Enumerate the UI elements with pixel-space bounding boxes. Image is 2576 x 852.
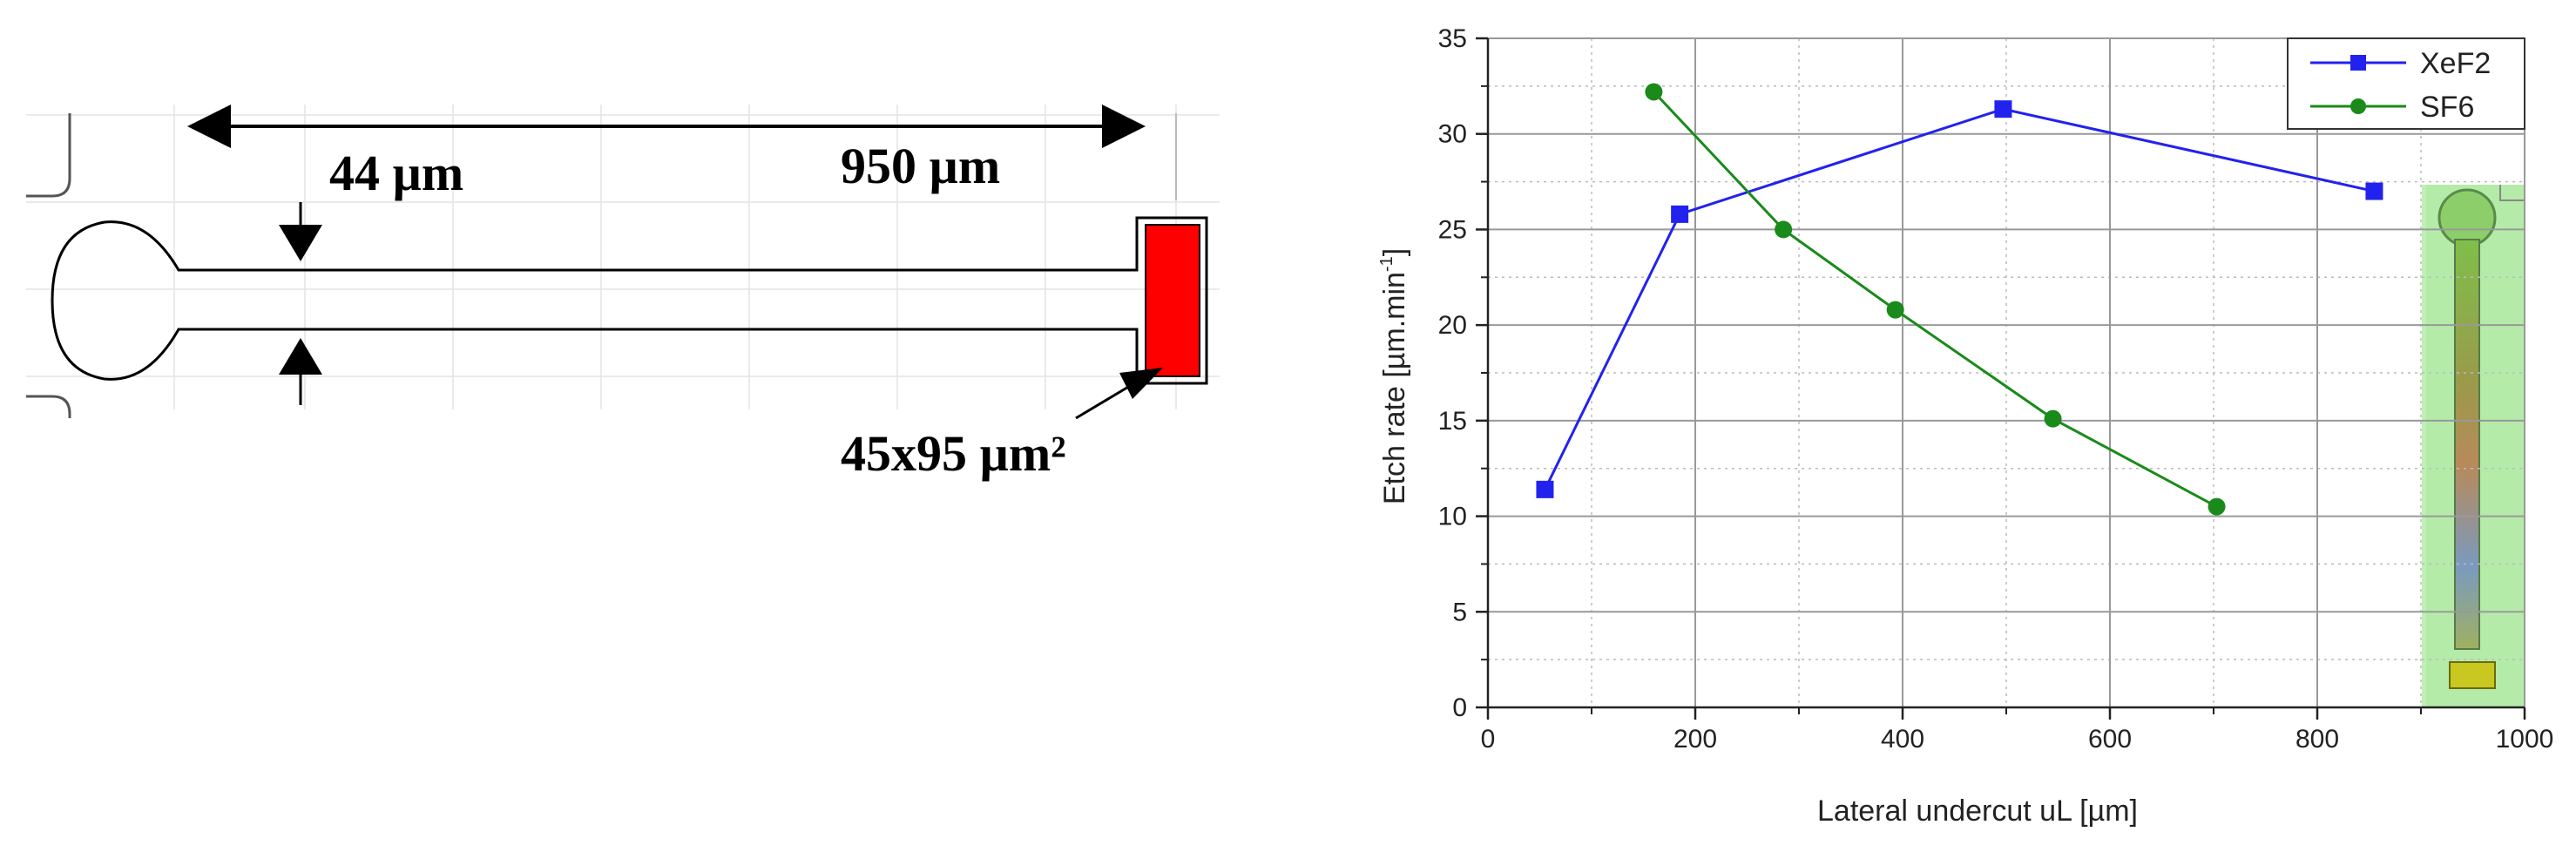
y-tick-label: 35 bbox=[1438, 24, 1467, 53]
channel-diagram: 950 µm 44 µm 45x95 µm² bbox=[26, 105, 1220, 482]
data-point-xef2 bbox=[2365, 182, 2383, 200]
data-point-sf6 bbox=[1775, 220, 1793, 239]
y-axis-label-main: Etch rate [µm.min bbox=[1378, 272, 1411, 504]
chart-grid bbox=[1487, 37, 2525, 708]
series-line-xef2 bbox=[1544, 107, 2375, 490]
x-tick-label: 800 bbox=[2295, 725, 2339, 754]
width-arrowhead-bottom bbox=[279, 338, 322, 375]
data-point-xef2 bbox=[1536, 480, 1554, 498]
legend-label-sf6: SF6 bbox=[2420, 91, 2474, 124]
y-tick-label: 5 bbox=[1452, 598, 1467, 626]
legend-box bbox=[2287, 37, 2525, 130]
chart-series bbox=[1536, 83, 2383, 516]
channel-outline bbox=[51, 216, 1208, 385]
legend-marker-xef2 bbox=[2350, 55, 2366, 71]
series-line-sf6 bbox=[1653, 91, 2218, 508]
inset-micrograph bbox=[2422, 185, 2525, 707]
data-point-xef2 bbox=[1994, 100, 2012, 118]
length-label: 950 µm bbox=[841, 138, 1000, 194]
y-tick-label: 0 bbox=[1452, 693, 1467, 722]
edge-bracket-top bbox=[26, 113, 71, 198]
x-tick-label: 0 bbox=[1481, 725, 1496, 754]
y-axis-label-end: ] bbox=[1378, 248, 1411, 256]
legend-label-xef2: XeF2 bbox=[2420, 47, 2491, 80]
legend: XeF2 SF6 bbox=[2287, 37, 2525, 130]
y-axis-label: Etch rate [µm.min-1] bbox=[1377, 248, 1411, 504]
data-point-sf6 bbox=[1645, 83, 1663, 101]
width-label: 44 µm bbox=[329, 145, 463, 201]
pad-pointer-head bbox=[1119, 368, 1163, 399]
y-axis-label-sup: -1 bbox=[1377, 256, 1396, 272]
data-point-xef2 bbox=[1671, 205, 1689, 223]
y-tick-label: 15 bbox=[1438, 407, 1467, 436]
y-tick-label: 10 bbox=[1438, 503, 1467, 531]
y-tick-label: 30 bbox=[1438, 120, 1467, 149]
length-arrowhead-left bbox=[187, 105, 231, 148]
x-tick-label: 1000 bbox=[2496, 725, 2554, 754]
legend-marker-sf6 bbox=[2350, 98, 2366, 114]
y-tick-label: 25 bbox=[1438, 215, 1467, 244]
x-tick-label: 600 bbox=[2088, 725, 2132, 754]
etch-rate-chart: 0 200 400 600 800 1000 0 5 10 15 20 25 30 35 Lateral … bbox=[1377, 24, 2553, 828]
diagram-grid bbox=[26, 105, 1220, 409]
length-arrowhead-right bbox=[1102, 105, 1146, 148]
chart-axes: 0 200 400 600 800 1000 0 5 10 15 20 25 30 35 bbox=[1438, 24, 2554, 754]
x-axis-label: Lateral undercut uL [µm] bbox=[1817, 795, 2138, 828]
y-tick-label: 20 bbox=[1438, 311, 1467, 340]
x-tick-label: 400 bbox=[1881, 725, 1924, 754]
width-arrowhead-top bbox=[279, 225, 322, 261]
pad-pointer-line bbox=[1075, 382, 1135, 420]
x-tick-label: 200 bbox=[1673, 725, 1717, 754]
data-point-sf6 bbox=[2208, 497, 2226, 516]
data-point-sf6 bbox=[1886, 301, 1904, 319]
pad-label: 45x95 µm² bbox=[841, 425, 1066, 482]
data-point-sf6 bbox=[2044, 409, 2062, 428]
edge-bracket-bottom bbox=[26, 395, 71, 418]
etch-pad bbox=[1145, 224, 1200, 377]
